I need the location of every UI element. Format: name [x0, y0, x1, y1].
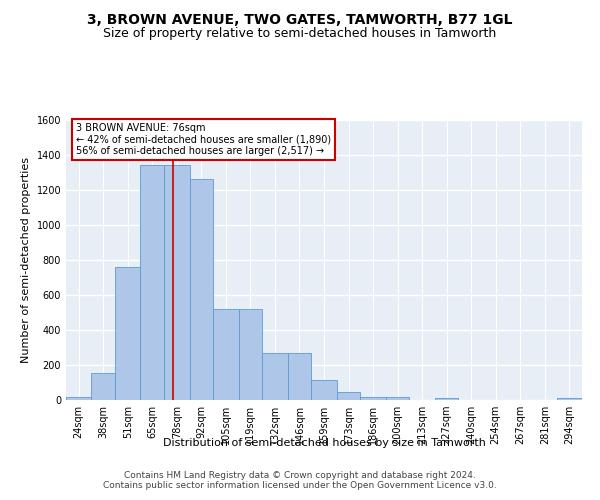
Text: 3 BROWN AVENUE: 76sqm
← 42% of semi-detached houses are smaller (1,890)
56% of s: 3 BROWN AVENUE: 76sqm ← 42% of semi-deta… — [76, 123, 331, 156]
Bar — [66, 396, 91, 400]
Bar — [386, 396, 409, 400]
Text: Distribution of semi-detached houses by size in Tamworth: Distribution of semi-detached houses by … — [163, 438, 485, 448]
Bar — [435, 398, 458, 400]
Bar — [140, 166, 164, 400]
Bar — [213, 309, 239, 400]
Bar — [361, 396, 386, 400]
Bar — [557, 398, 582, 400]
Bar — [262, 353, 287, 400]
Bar — [337, 392, 361, 400]
Text: 3, BROWN AVENUE, TWO GATES, TAMWORTH, B77 1GL: 3, BROWN AVENUE, TWO GATES, TAMWORTH, B7… — [87, 12, 513, 26]
Bar — [311, 380, 337, 400]
Bar — [287, 353, 311, 400]
Bar — [190, 178, 213, 400]
Bar — [91, 373, 115, 400]
Text: Size of property relative to semi-detached houses in Tamworth: Size of property relative to semi-detach… — [103, 28, 497, 40]
Bar — [115, 267, 140, 400]
Text: Contains public sector information licensed under the Open Government Licence v3: Contains public sector information licen… — [103, 482, 497, 490]
Y-axis label: Number of semi-detached properties: Number of semi-detached properties — [21, 157, 31, 363]
Bar — [164, 166, 190, 400]
Text: Contains HM Land Registry data © Crown copyright and database right 2024.: Contains HM Land Registry data © Crown c… — [124, 472, 476, 480]
Bar — [239, 309, 262, 400]
